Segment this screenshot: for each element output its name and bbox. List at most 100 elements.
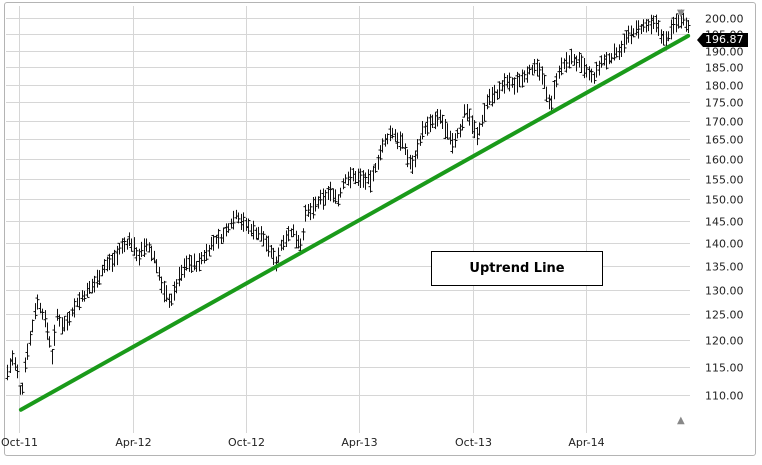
- price-bar: [5, 364, 10, 381]
- price-bar: [634, 20, 639, 36]
- scroll-up-icon[interactable]: ▼: [677, 8, 685, 19]
- price-bar: [120, 238, 125, 254]
- price-bar: [43, 310, 48, 328]
- price-bar: [594, 61, 599, 78]
- price-bar: [631, 28, 636, 38]
- price-bar: [512, 77, 517, 95]
- price-bar: [169, 293, 174, 306]
- price-bar: [241, 212, 246, 232]
- scroll-down-icon[interactable]: ▲: [677, 415, 685, 426]
- price-bar: [296, 234, 301, 249]
- uptrend-line-annotation: Uptrend Line: [431, 251, 603, 286]
- price-bar: [614, 47, 619, 58]
- price-bar: [274, 256, 279, 272]
- price-bar: [674, 13, 679, 33]
- price-bar: [398, 131, 403, 151]
- price-bar: [676, 14, 681, 29]
- price-bar: [544, 86, 549, 102]
- price-bar: [624, 30, 629, 45]
- price-bar: [221, 227, 226, 243]
- price-bar: [413, 150, 418, 168]
- price-bar: [487, 88, 492, 106]
- price-bar: [204, 243, 209, 261]
- x-tick-label: Apr-12: [115, 436, 151, 449]
- y-tick-label: 150.00: [705, 194, 744, 207]
- y-axis-ticks: 110.00 115.00 120.00 125.00 130.00 135.00 140.…: [705, 13, 744, 403]
- price-bar: [341, 178, 346, 190]
- y-tick-label: 175.00: [705, 97, 744, 110]
- price-bar: [261, 231, 266, 247]
- y-tick-label: 110.00: [705, 390, 744, 403]
- price-bar: [40, 308, 45, 320]
- price-bar: [149, 245, 154, 262]
- y-tick-label: 170.00: [705, 116, 744, 129]
- price-bar: [28, 331, 33, 346]
- price-bar: [574, 55, 579, 72]
- price-bar: [62, 315, 67, 332]
- price-bar: [30, 319, 35, 333]
- price-bar: [154, 259, 159, 274]
- price-bar: [47, 336, 52, 348]
- price-bar: [666, 31, 671, 42]
- price-bar: [592, 72, 597, 84]
- price-bar: [599, 55, 604, 68]
- price-bar: [226, 223, 231, 233]
- price-bar: [301, 228, 306, 241]
- price-bar: [532, 58, 537, 74]
- price-bar: [517, 73, 522, 88]
- price-bar: [13, 357, 18, 371]
- price-bar: [602, 54, 607, 66]
- price-bar: [219, 233, 224, 245]
- price-bar: [164, 285, 169, 302]
- y-tick-label: 140.00: [705, 238, 744, 251]
- price-bar: [318, 189, 323, 205]
- price-bar: [348, 167, 353, 189]
- price-bar: [492, 84, 497, 104]
- price-bar: [579, 54, 584, 74]
- price-bar: [472, 120, 477, 139]
- price-bar: [537, 62, 542, 81]
- price-bar: [8, 358, 13, 373]
- price-bar: [197, 253, 202, 272]
- price-bar: [515, 71, 520, 93]
- price-bar: [361, 170, 366, 188]
- price-bar: [522, 70, 527, 83]
- y-tick-label: 165.00: [705, 134, 744, 147]
- price-bar: [502, 73, 507, 94]
- price-bar: [117, 242, 122, 255]
- price-bar: [445, 123, 450, 140]
- price-bar: [572, 54, 577, 66]
- price-bar: [87, 280, 92, 294]
- price-bar: [378, 145, 383, 161]
- price-bar: [286, 226, 291, 242]
- price-bar: [211, 234, 216, 251]
- price-bar: [23, 357, 28, 373]
- price-bar: [626, 25, 631, 43]
- price-bar: [559, 57, 564, 76]
- price-bar: [331, 188, 336, 203]
- price-bar: [234, 209, 239, 220]
- price-bar: [125, 238, 130, 250]
- x-tick-label: Apr-14: [568, 436, 604, 449]
- price-bar: [584, 64, 589, 78]
- price-bar: [25, 343, 30, 360]
- price-bar: [604, 52, 609, 70]
- x-tick-label: Oct-13: [455, 436, 492, 449]
- x-axis-ticks: Oct-11 Apr-12 Oct-12 Apr-13 Oct-13 Apr-14: [1, 436, 605, 449]
- price-bar: [308, 202, 313, 221]
- price-bar: [390, 127, 395, 139]
- price-bar: [303, 204, 308, 222]
- price-bar: [60, 317, 65, 335]
- price-bar: [480, 114, 485, 127]
- x-tick-label: Apr-13: [341, 436, 377, 449]
- y-tick-label: 130.00: [705, 285, 744, 298]
- price-bar: [256, 226, 261, 241]
- price-bar: [671, 16, 676, 34]
- price-bar: [298, 238, 303, 252]
- price-bar: [366, 169, 371, 185]
- price-bar: [279, 239, 284, 251]
- y-tick-label: 185.00: [705, 62, 744, 75]
- price-bar: [564, 52, 569, 73]
- price-bar: [530, 64, 535, 76]
- price-bar: [236, 212, 241, 224]
